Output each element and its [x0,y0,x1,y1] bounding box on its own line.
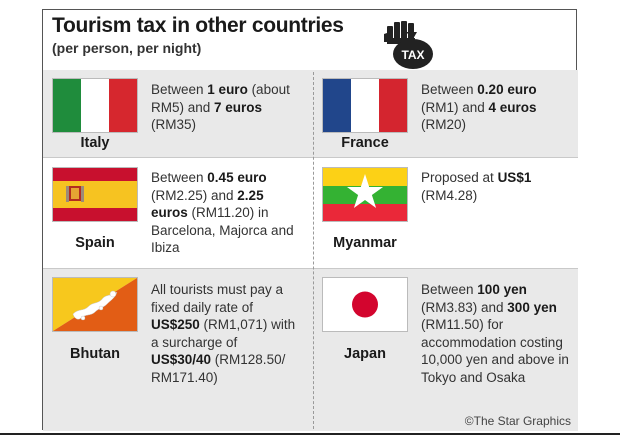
tax-text: (about RM5) and [151,82,290,115]
tax-text: (RM11.20) in Barcelona, Majorca and Ibiz… [151,205,294,255]
country-name: Spain [75,235,115,251]
country-name: Italy [80,135,110,151]
tax-description: Proposed at US$1 (RM4.28) [421,169,571,204]
tax-text: (RM1,071) with a surcharge of [151,317,296,350]
tax-description: All tourists must pay a fixed daily rate… [151,281,301,386]
country-japan: Japan Between 100 yen (RM3.83) and 300 y… [313,268,578,431]
tax-amount: 4 euros [488,99,537,115]
country-name: Japan [344,346,386,362]
tax-text: (RM128.50/ RM171.40) [151,352,286,385]
tax-text: (RM11.50) for accommodation costing 10,0… [421,317,569,385]
myanmar-flag [323,168,407,221]
country-name: Bhutan [70,346,120,362]
tax-text: (RM3.83) and [421,299,508,315]
country-france: France Between 0.20 euro (RM1) and 4 eur… [313,70,578,157]
row-divider [43,268,578,269]
tax-text: Between [151,170,208,185]
tax-text: (RM1) and [421,99,489,115]
country-bhutan: Bhutan All tourists must pay a fixed dai… [43,268,313,431]
tax-text: Between [421,82,478,97]
country-name: France [341,135,389,151]
page-subtitle: (per person, per night) [52,40,202,56]
japan-flag [323,278,407,331]
tax-text: (RM35) [151,117,197,132]
tax-amount: 300 yen [507,299,557,315]
country-name: Myanmar [333,235,397,251]
tax-text: (RM2.25) and [151,187,238,203]
tax-text: Proposed at [421,170,498,185]
tax-amount: 7 euros [214,99,263,115]
tax-amount: US$30/40 [151,352,212,367]
italy-flag [53,79,137,132]
tax-text: (RM20) [421,117,467,132]
tax-description: Between 0.45 euro (RM2.25) and 2.25 euro… [151,169,301,257]
country-italy: Italy Between 1 euro (about RM5) and 7 e… [43,70,313,157]
tax-text: (RM4.28) [421,187,478,203]
tax-text: Between [421,282,478,297]
tax-description: Between 100 yen (RM3.83) and 300 yen (RM… [421,281,573,386]
page-title: Tourism tax in other countries [52,14,344,37]
svg-text:TAX: TAX [401,48,424,62]
france-flag [323,79,407,132]
graphic-credit: ©The Star Graphics [464,414,571,428]
country-spain: Spain Between 0.45 euro (RM2.25) and 2.2… [43,157,313,268]
bottom-rule [0,433,620,435]
tax-description: Between 1 euro (about RM5) and 7 euros (… [151,81,301,134]
tax-amount: 0.20 euro [477,82,537,97]
tax-text: Between [151,82,208,97]
tax-amount: US$1 [497,170,532,185]
tax-amount: 2.25 euros [151,187,264,221]
spain-flag [53,168,137,221]
infographic-card: Tourism tax in other countries (per pers… [42,9,578,431]
row-divider [43,157,578,158]
tax-text: All tourists must pay a fixed daily rate… [151,282,284,315]
tax-amount: 0.45 euro [207,170,267,185]
tax-hand-icon: TAX [384,21,433,69]
country-myanmar: Myanmar Proposed at US$1 (RM4.28) [313,157,578,268]
tax-amount: 1 euro [207,82,248,97]
column-divider [313,72,314,429]
tax-amount: 100 yen [477,282,527,297]
bhutan-flag [53,278,137,331]
tax-description: Between 0.20 euro (RM1) and 4 euros (RM2… [421,81,571,134]
tax-amount: US$250 [151,317,200,332]
